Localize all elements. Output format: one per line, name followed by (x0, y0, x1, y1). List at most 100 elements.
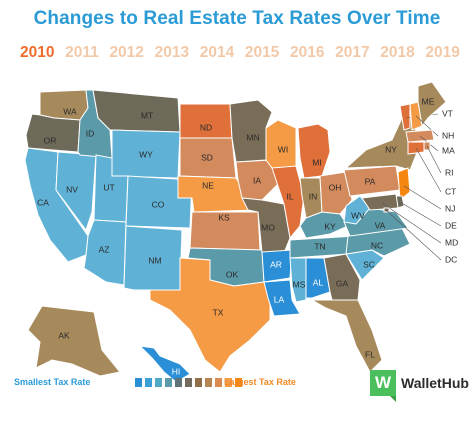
state-label-nd: ND (200, 122, 212, 132)
state-label-wi: WI (278, 144, 288, 154)
legend-scale (135, 378, 242, 387)
state-label-az: AZ (99, 244, 110, 254)
state-label-hi: HI (172, 366, 181, 376)
legend-swatch-7 (195, 378, 202, 387)
state-label-de: DE (445, 220, 457, 230)
legend-smallest-label: Smallest Tax Rate (14, 377, 91, 387)
legend-swatch-2 (145, 378, 152, 387)
state-label-in: IN (309, 191, 318, 201)
state-label-nv: NV (66, 184, 78, 194)
year-tab-2013[interactable]: 2013 (154, 44, 190, 61)
legend-swatch-11 (235, 378, 242, 387)
callout-line-nj (403, 185, 442, 210)
state-hi[interactable] (138, 345, 191, 383)
year-tab-2016[interactable]: 2016 (290, 44, 325, 61)
state-ak[interactable] (27, 305, 121, 377)
state-al[interactable] (305, 257, 331, 299)
state-label-oh: OH (329, 182, 342, 192)
year-tab-2010[interactable]: 2010 (20, 44, 55, 61)
state-label-ia: IA (253, 175, 261, 185)
state-label-va: VA (375, 220, 386, 230)
state-label-id: ID (86, 128, 95, 138)
state-ar[interactable] (261, 249, 293, 283)
year-tab-2011[interactable]: 2011 (65, 44, 99, 61)
state-label-mn: MN (246, 132, 259, 142)
state-vt[interactable] (399, 103, 411, 131)
state-label-pa: PA (365, 176, 376, 186)
year-tab-2012[interactable]: 2012 (109, 44, 144, 61)
callout-line-ri (426, 145, 442, 174)
state-md[interactable] (361, 193, 399, 211)
state-ms[interactable] (289, 257, 307, 303)
legend-swatch-1 (135, 378, 142, 387)
state-label-ri: RI (445, 167, 454, 177)
legend-swatch-4 (165, 378, 172, 387)
state-label-mi: MI (312, 157, 321, 167)
callout-line-ct (415, 147, 442, 193)
state-nd[interactable] (179, 103, 233, 139)
state-label-tn: TN (314, 241, 325, 251)
legend-swatch-5 (175, 378, 182, 387)
state-mi[interactable] (297, 123, 331, 179)
state-label-mt: MT (141, 110, 153, 120)
state-label-nj: NJ (445, 203, 455, 213)
state-label-ga: GA (336, 278, 349, 288)
state-label-mo: MO (261, 222, 275, 232)
state-label-dc: DC (445, 254, 457, 264)
legend-swatch-8 (205, 378, 212, 387)
state-label-sd: SD (201, 152, 213, 162)
state-label-me: ME (422, 96, 435, 106)
state-label-wa: WA (63, 106, 77, 116)
state-nj[interactable] (397, 167, 411, 201)
callout-line-dc (385, 209, 442, 261)
state-label-vt: VT (442, 108, 453, 118)
wallethub-brand: W WalletHub (370, 370, 469, 402)
state-label-ks: KS (218, 212, 230, 222)
year-selector: 2010 2011 2012 2013 2014 2015 2016 2017 2018 2019 (20, 44, 460, 62)
state-label-ms: MS (293, 279, 306, 289)
state-label-ok: OK (226, 269, 239, 279)
state-wv[interactable] (343, 195, 371, 225)
callout-line-nh (415, 115, 439, 137)
wallethub-logo: W (370, 370, 396, 402)
state-label-or: OR (44, 135, 57, 145)
state-label-ky: KY (324, 221, 336, 231)
state-label-co: CO (152, 199, 165, 209)
state-label-nh: NH (442, 130, 454, 140)
state-co[interactable] (125, 175, 193, 229)
state-label-tx: TX (213, 307, 224, 317)
legend-largest-label: Largest Tax Rate (224, 377, 296, 387)
callout-line-md (381, 202, 442, 244)
year-tab-2018[interactable]: 2018 (380, 44, 415, 61)
state-label-ma: MA (442, 145, 455, 155)
state-label-nc: NC (371, 240, 383, 250)
legend-swatch-3 (155, 378, 162, 387)
state-label-sc: SC (363, 259, 375, 269)
state-label-la: LA (274, 294, 285, 304)
legend-swatch-6 (185, 378, 192, 387)
state-fl[interactable] (310, 299, 383, 373)
legend-swatch-9 (215, 378, 222, 387)
state-tx[interactable] (149, 257, 271, 373)
state-or[interactable] (25, 113, 81, 153)
state-label-al: AL (313, 277, 324, 287)
year-tab-2019[interactable]: 2019 (425, 44, 460, 61)
state-dc[interactable] (383, 207, 390, 213)
state-la[interactable] (263, 279, 301, 317)
state-label-ak: AK (58, 330, 70, 340)
year-tab-2017[interactable]: 2017 (335, 44, 370, 61)
state-label-nm: NM (148, 255, 161, 265)
state-mt[interactable] (92, 89, 181, 133)
chart-title: Changes to Real Estate Tax Rates Over Ti… (33, 8, 441, 29)
legend-swatch-10 (225, 378, 232, 387)
state-label-ar: AR (270, 259, 282, 269)
state-label-md: MD (445, 237, 458, 247)
year-tab-2015[interactable]: 2015 (244, 44, 280, 61)
state-label-ct: CT (445, 186, 456, 196)
state-label-wv: WV (351, 210, 365, 220)
year-tab-2014[interactable]: 2014 (199, 44, 235, 61)
state-label-il: IL (286, 191, 293, 201)
state-label-fl: FL (365, 349, 375, 359)
callout-line-de (399, 201, 442, 227)
